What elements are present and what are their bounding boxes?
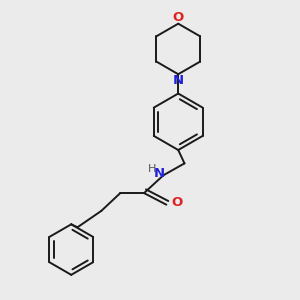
Text: O: O <box>171 196 182 209</box>
Text: N: N <box>173 74 184 87</box>
Text: H: H <box>148 164 156 174</box>
Text: N: N <box>154 167 165 180</box>
Text: O: O <box>172 11 184 24</box>
